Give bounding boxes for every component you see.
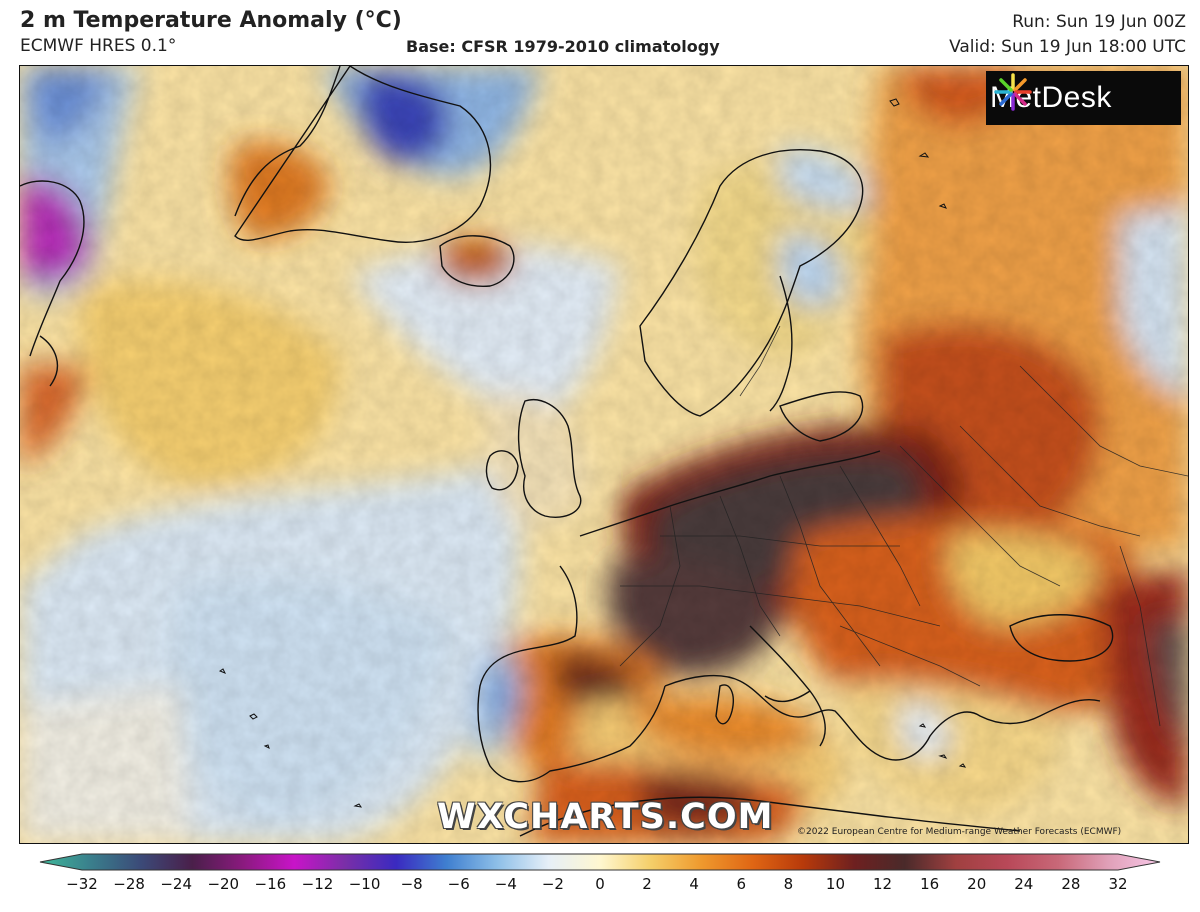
colorbar-tick-label: −12 — [301, 875, 334, 893]
colorbar-tick-label: 2 — [642, 875, 652, 893]
chart-header: 2 m Temperature Anomaly (°C) ECMWF HRES … — [0, 0, 1200, 64]
metdesk-burst-icon — [994, 73, 1032, 111]
coastlines — [20, 66, 1114, 837]
base-climatology-label: Base: CFSR 1979-2010 climatology — [406, 37, 720, 56]
colorbar-tick-label: −32 — [66, 875, 98, 893]
colorbar-bar — [39, 853, 1161, 871]
valid-time-label: Valid: Sun 19 Jun 18:00 UTC — [949, 37, 1186, 57]
colorbar: −32 −28 −24 −20 −16 −12 −10 −8 −6 −4 −2 0 2 4 6 8 10 12 16… — [0, 850, 1200, 912]
copyright-notice: ©2022 European Centre for Medium-range W… — [797, 827, 1122, 837]
colorbar-tick-label: 28 — [1061, 875, 1081, 893]
wxcharts-watermark: WXCHARTS.COM — [437, 797, 774, 837]
run-time-label: Run: Sun 19 Jun 00Z — [1012, 12, 1186, 32]
colorbar-tick-label: −16 — [254, 875, 287, 893]
colorbar-tick-label: −20 — [207, 875, 240, 893]
islands — [218, 98, 967, 808]
colorbar-ticks: −32 −28 −24 −20 −16 −12 −10 −8 −6 −4 −2 0 2 4 6 8 10 12 16… — [0, 875, 1200, 905]
colorbar-tick-label: 4 — [689, 875, 699, 893]
colorbar-tick-label: 24 — [1014, 875, 1034, 893]
colorbar-tick-label: 20 — [967, 875, 987, 893]
map-canvas — [20, 66, 1188, 843]
colorbar-tick-label: 8 — [783, 875, 794, 893]
colorbar-tick-label: 32 — [1108, 875, 1128, 893]
chart-title: 2 m Temperature Anomaly (°C) — [20, 8, 402, 33]
colorbar-tick-label: 0 — [595, 875, 605, 893]
colorbar-tick-label: 10 — [825, 875, 845, 893]
colorbar-tick-label: 12 — [872, 875, 893, 893]
country-borders — [619, 325, 1188, 727]
metdesk-logo: MetDesk — [986, 71, 1181, 125]
colorbar-tick-label: −10 — [348, 875, 381, 893]
colorbar-tick-label: −6 — [447, 875, 470, 893]
colorbar-tick-label: −4 — [494, 875, 517, 893]
model-label: ECMWF HRES 0.1° — [20, 36, 177, 56]
colorbar-tick-label: −2 — [541, 875, 564, 893]
anomaly-map[interactable]: MetDesk WXCHARTS.COM ©2022 European Cent… — [19, 65, 1189, 844]
field-texture — [20, 66, 1188, 843]
colorbar-graphic — [39, 853, 1161, 871]
colorbar-tick-label: −8 — [400, 875, 423, 893]
colorbar-tick-label: −28 — [113, 875, 145, 893]
colorbar-tick-label: 6 — [736, 875, 747, 893]
colorbar-tick-label: 16 — [920, 875, 940, 893]
metdesk-logo-text: MetDesk — [990, 81, 1112, 114]
colorbar-tick-label: −24 — [160, 875, 192, 893]
